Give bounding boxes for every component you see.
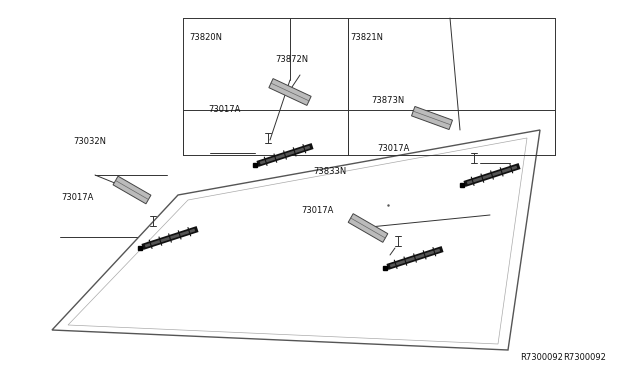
Text: 73017A: 73017A — [301, 206, 333, 215]
Text: 73872N: 73872N — [275, 55, 308, 64]
Text: R7300092: R7300092 — [520, 353, 563, 362]
Text: 73820N: 73820N — [189, 33, 222, 42]
Polygon shape — [348, 214, 388, 242]
Text: 73017A: 73017A — [61, 193, 93, 202]
Polygon shape — [412, 106, 452, 129]
Text: 73032N: 73032N — [74, 137, 107, 146]
Text: 73017A: 73017A — [378, 144, 410, 153]
Text: 73017A: 73017A — [208, 105, 241, 114]
Text: 73821N: 73821N — [351, 33, 384, 42]
Polygon shape — [113, 176, 151, 204]
Polygon shape — [269, 78, 311, 105]
Text: R7300092: R7300092 — [563, 353, 606, 362]
Text: 73873N: 73873N — [371, 96, 404, 105]
Text: 73833N: 73833N — [314, 167, 347, 176]
